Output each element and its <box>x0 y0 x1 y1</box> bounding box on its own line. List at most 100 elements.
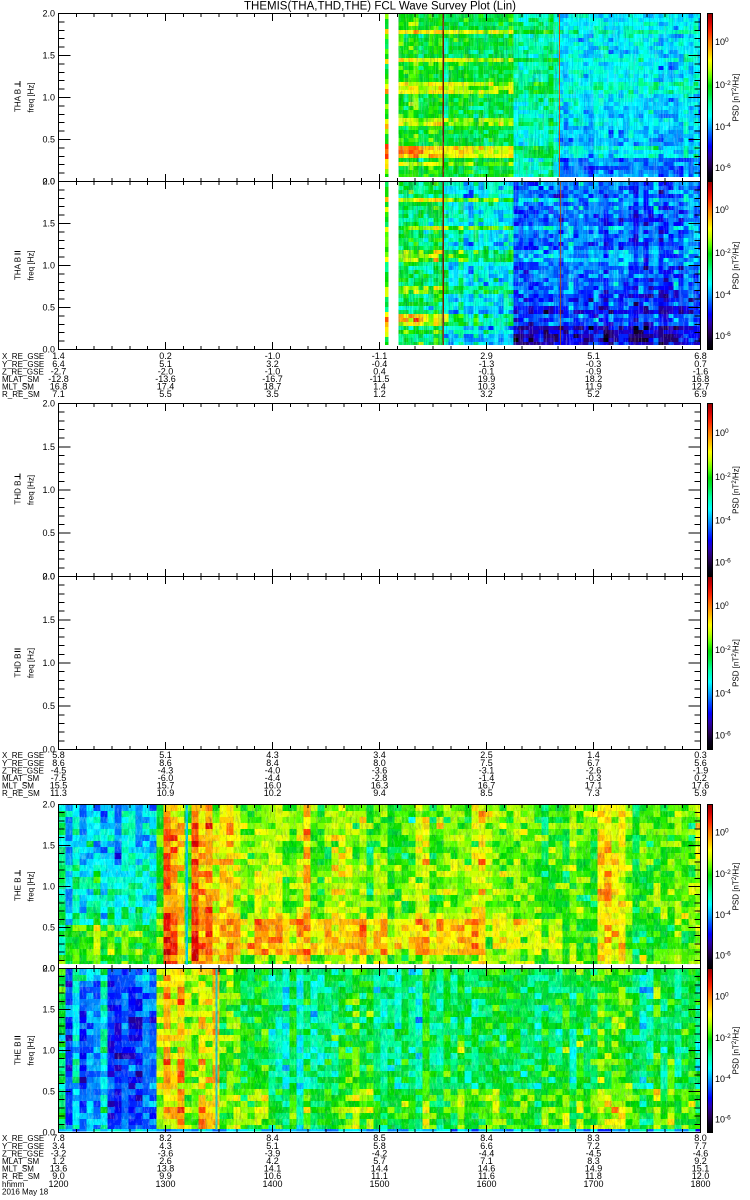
svg-text:7.3: 7.3 <box>587 788 600 798</box>
svg-text:X_RE_GSE: X_RE_GSE <box>2 352 44 361</box>
svg-text:9.2: 9.2 <box>694 1156 707 1166</box>
svg-text:2.0: 2.0 <box>42 177 55 187</box>
svg-text:0.5: 0.5 <box>42 1087 55 1097</box>
svg-text:THEMIS(THA,THD,THE) FCL Wave S: THEMIS(THA,THD,THE) FCL Wave Survey Plot… <box>244 1 516 13</box>
svg-text:-4.2: -4.2 <box>372 1148 388 1158</box>
svg-text:X_RE_GSE: X_RE_GSE <box>2 1134 44 1143</box>
svg-text:7.2: 7.2 <box>587 1141 600 1151</box>
svg-text:freq [Hz]: freq [Hz] <box>27 82 36 112</box>
svg-text:freq [Hz]: freq [Hz] <box>27 475 36 505</box>
svg-text:-16.7: -16.7 <box>262 374 283 384</box>
svg-text:16.8: 16.8 <box>692 374 710 384</box>
svg-text:R_RE_SM: R_RE_SM <box>2 1172 40 1181</box>
svg-text:0.7: 0.7 <box>694 359 707 369</box>
svg-text:15.7: 15.7 <box>157 781 175 791</box>
svg-text:2.0: 2.0 <box>42 572 55 582</box>
svg-text:hhmm: hhmm <box>2 1180 25 1189</box>
svg-text:10-2: 10-2 <box>715 472 731 482</box>
svg-text:16.0: 16.0 <box>264 781 282 791</box>
svg-text:-0.9: -0.9 <box>586 366 602 376</box>
svg-text:freq [Hz]: freq [Hz] <box>27 1035 36 1065</box>
svg-text:1.5: 1.5 <box>42 442 55 452</box>
svg-text:8.3: 8.3 <box>587 1133 600 1143</box>
svg-text:-1.0: -1.0 <box>265 351 281 361</box>
svg-text:11.9: 11.9 <box>585 382 602 392</box>
svg-text:1800: 1800 <box>690 1179 710 1189</box>
svg-text:11.6: 11.6 <box>478 1171 495 1181</box>
svg-text:100: 100 <box>715 601 729 611</box>
svg-text:Y_RE_GSE: Y_RE_GSE <box>2 759 44 768</box>
svg-text:3.2: 3.2 <box>266 359 279 369</box>
svg-text:1.0: 1.0 <box>42 882 55 892</box>
svg-text:1600: 1600 <box>476 1179 496 1189</box>
svg-text:10-6: 10-6 <box>715 163 731 173</box>
svg-text:8.4: 8.4 <box>266 758 279 768</box>
svg-text:0.0: 0.0 <box>42 572 55 582</box>
svg-text:1.2: 1.2 <box>373 389 386 399</box>
svg-text:0.5: 0.5 <box>42 923 55 933</box>
svg-text:2.0: 2.0 <box>42 964 55 974</box>
svg-text:1.0: 1.0 <box>42 261 55 271</box>
svg-text:10-6: 10-6 <box>715 1114 731 1124</box>
svg-text:2.0: 2.0 <box>42 800 55 810</box>
svg-text:7.8: 7.8 <box>52 1133 65 1143</box>
svg-text:MLAT_SM: MLAT_SM <box>2 1157 40 1166</box>
svg-text:10.9: 10.9 <box>157 788 175 798</box>
svg-text:1.5: 1.5 <box>42 219 55 229</box>
svg-text:-11.5: -11.5 <box>370 374 390 384</box>
svg-text:5.7: 5.7 <box>373 1156 386 1166</box>
svg-text:7.7: 7.7 <box>694 1141 707 1151</box>
svg-text:5.1: 5.1 <box>159 750 172 760</box>
svg-text:5.1: 5.1 <box>159 359 172 369</box>
svg-text:7.1: 7.1 <box>52 389 65 399</box>
svg-text:10-4: 10-4 <box>715 910 731 920</box>
svg-text:16.3: 16.3 <box>371 781 389 791</box>
svg-text:-4.6: -4.6 <box>693 1148 709 1158</box>
svg-text:3.5: 3.5 <box>266 389 279 399</box>
svg-text:-7.5: -7.5 <box>51 773 67 783</box>
svg-text:-1.3: -1.3 <box>479 359 495 369</box>
svg-text:1400: 1400 <box>262 1179 282 1189</box>
svg-text:10-4: 10-4 <box>715 122 731 132</box>
svg-text:MLAT_SM: MLAT_SM <box>2 774 40 783</box>
svg-text:1.0: 1.0 <box>42 658 55 668</box>
svg-text:-3.9: -3.9 <box>265 1148 281 1158</box>
svg-text:-1.0: -1.0 <box>265 366 281 376</box>
svg-text:-3.2: -3.2 <box>51 1148 67 1158</box>
svg-text:14.1: 14.1 <box>264 1164 282 1174</box>
svg-text:2.9: 2.9 <box>480 351 493 361</box>
svg-text:5.1: 5.1 <box>587 351 600 361</box>
svg-text:R_RE_SM: R_RE_SM <box>2 390 40 399</box>
svg-text:freq [Hz]: freq [Hz] <box>27 250 36 280</box>
svg-text:Z_RE_GSE: Z_RE_GSE <box>2 1149 44 1158</box>
svg-text:PSD [nT2/Hz]: PSD [nT2/Hz] <box>732 74 741 122</box>
svg-text:7.5: 7.5 <box>480 758 493 768</box>
svg-text:0.0: 0.0 <box>42 177 55 187</box>
svg-text:10-6: 10-6 <box>715 331 731 341</box>
svg-text:Y_RE_GSE: Y_RE_GSE <box>2 360 44 369</box>
svg-text:Z_RE_GSE: Z_RE_GSE <box>2 367 44 376</box>
svg-text:2.0: 2.0 <box>42 399 55 409</box>
svg-text:THA B: THA B <box>14 89 23 112</box>
svg-text:-6.0: -6.0 <box>158 773 174 783</box>
svg-text:100: 100 <box>715 991 729 1001</box>
svg-text:1.4: 1.4 <box>373 382 386 392</box>
svg-text:-4.0: -4.0 <box>265 765 281 775</box>
svg-text:1500: 1500 <box>369 1179 389 1189</box>
svg-text:13.6: 13.6 <box>50 1164 68 1174</box>
svg-text:THD B: THD B <box>14 654 23 678</box>
svg-text:3.4: 3.4 <box>52 1141 65 1151</box>
svg-text:-0.3: -0.3 <box>586 773 602 783</box>
svg-text:5.8: 5.8 <box>52 750 65 760</box>
svg-text:THA B: THA B <box>14 257 23 280</box>
svg-text:-4.5: -4.5 <box>51 765 67 775</box>
svg-text:PSD [nT2/Hz]: PSD [nT2/Hz] <box>732 466 741 514</box>
svg-text:1.0: 1.0 <box>42 485 55 495</box>
svg-text:100: 100 <box>715 827 729 837</box>
svg-text:PSD [nT2/Hz]: PSD [nT2/Hz] <box>732 242 741 290</box>
svg-text:Z_RE_GSE: Z_RE_GSE <box>2 766 44 775</box>
svg-text:-3.6: -3.6 <box>372 765 388 775</box>
svg-text:9.0: 9.0 <box>52 1171 65 1181</box>
svg-text:0.5: 0.5 <box>42 528 55 538</box>
svg-text:6.6: 6.6 <box>480 1141 493 1151</box>
